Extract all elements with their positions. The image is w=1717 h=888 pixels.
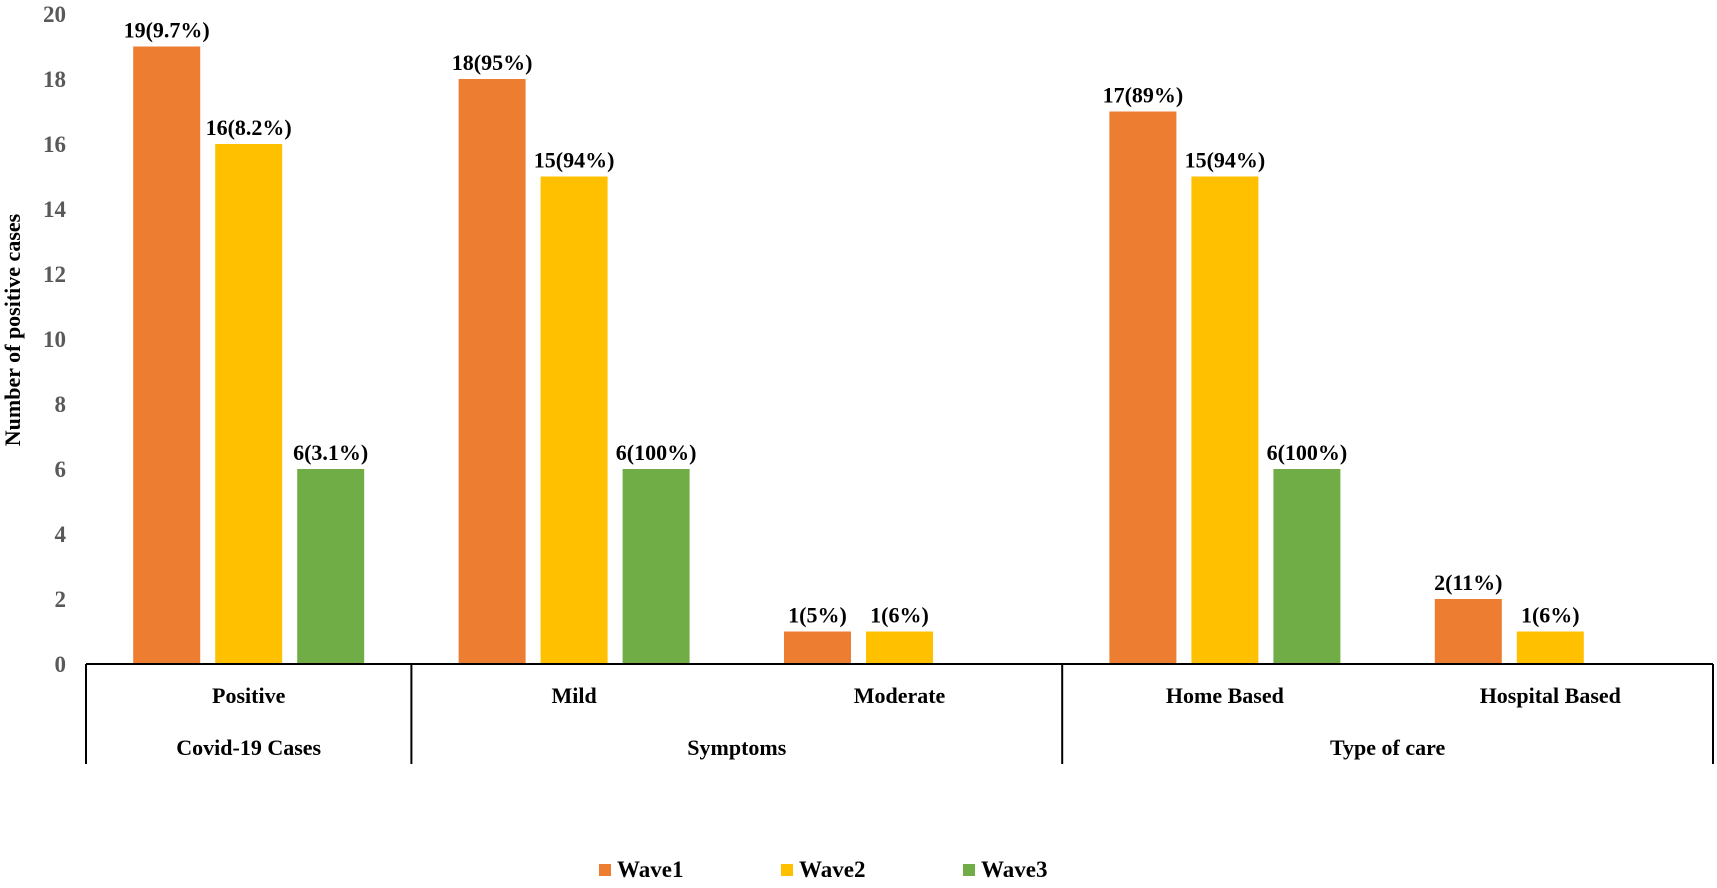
data-labels: 19(9.7%) 16(8.2%) 6(3.1%) 18(95%) 15(94%) 6(1… bbox=[124, 18, 1580, 628]
y-tick-label: 8 bbox=[55, 392, 67, 417]
y-tick-label: 4 bbox=[55, 522, 67, 547]
y-tick-label: 12 bbox=[43, 262, 66, 287]
category-label-mild: Mild bbox=[551, 683, 596, 708]
bar-wave2-positive bbox=[215, 144, 283, 664]
bar-wave2-moderate bbox=[866, 631, 933, 664]
y-tick-label: 10 bbox=[43, 327, 66, 352]
data-label-wave2-positive: 16(8.2%) bbox=[206, 115, 292, 140]
bar-wave1-home-based bbox=[1109, 111, 1177, 664]
y-axis: 0 2 4 6 8 10 12 14 16 18 20 bbox=[43, 2, 67, 677]
y-tick-label: 18 bbox=[43, 67, 66, 92]
data-label-wave2-hospital-based: 1(6%) bbox=[1521, 603, 1580, 628]
legend-label-wave1: Wave1 bbox=[617, 857, 683, 882]
category-label-moderate: Moderate bbox=[854, 683, 946, 708]
legend-swatch-wave3 bbox=[963, 864, 975, 876]
bar-wave3-home-based bbox=[1273, 469, 1341, 664]
y-tick-label: 16 bbox=[43, 132, 66, 157]
bar-wave2-home-based bbox=[1191, 176, 1259, 664]
data-label-wave2-home-based: 15(94%) bbox=[1185, 148, 1266, 173]
bar-wave3-positive bbox=[297, 469, 365, 664]
data-label-wave1-hospital-based: 2(11%) bbox=[1434, 570, 1502, 595]
data-label-wave3-mild: 6(100%) bbox=[616, 440, 697, 465]
y-tick-label: 2 bbox=[55, 587, 67, 612]
bars bbox=[133, 46, 1584, 664]
bar-wave1-moderate bbox=[784, 631, 851, 664]
data-label-wave2-moderate: 1(6%) bbox=[870, 603, 929, 628]
x-axis: Covid-19 Cases Symptoms Type of care Positi… bbox=[85, 663, 1714, 764]
category-label-positive: Positive bbox=[212, 683, 286, 708]
bar-wave2-mild bbox=[540, 176, 608, 664]
y-tick-label: 6 bbox=[55, 457, 67, 482]
data-label-wave3-positive: 6(3.1%) bbox=[293, 440, 368, 465]
data-label-wave1-home-based: 17(89%) bbox=[1103, 83, 1184, 108]
bar-wave1-hospital-based bbox=[1434, 599, 1502, 664]
bar-wave3-mild bbox=[622, 469, 690, 664]
legend-label-wave3: Wave3 bbox=[981, 857, 1047, 882]
y-axis-title: Number of positive cases bbox=[0, 213, 25, 446]
legend: Wave1 Wave2 Wave3 bbox=[599, 857, 1047, 882]
data-label-wave1-mild: 18(95%) bbox=[452, 50, 533, 75]
legend-label-wave2: Wave2 bbox=[799, 857, 865, 882]
legend-swatch-wave1 bbox=[599, 864, 611, 876]
y-tick-label: 0 bbox=[55, 652, 67, 677]
bar-wave1-mild bbox=[458, 79, 526, 664]
bar-wave1-positive bbox=[133, 46, 201, 664]
data-label-wave3-home-based: 6(100%) bbox=[1267, 440, 1348, 465]
group-label-type-of-care: Type of care bbox=[1330, 735, 1445, 760]
group-label-symptoms: Symptoms bbox=[687, 735, 786, 760]
legend-swatch-wave2 bbox=[781, 864, 793, 876]
data-label-wave1-positive: 19(9.7%) bbox=[124, 18, 210, 43]
y-tick-label: 14 bbox=[43, 197, 67, 222]
category-label-home-based: Home Based bbox=[1166, 683, 1284, 708]
y-tick-label: 20 bbox=[43, 2, 66, 27]
data-label-wave2-mild: 15(94%) bbox=[534, 148, 615, 173]
bar-wave2-hospital-based bbox=[1516, 631, 1584, 664]
group-label-covid-19-cases: Covid-19 Cases bbox=[176, 735, 321, 760]
data-label-wave1-moderate: 1(5%) bbox=[788, 603, 847, 628]
category-label-hospital-based: Hospital Based bbox=[1480, 683, 1621, 708]
